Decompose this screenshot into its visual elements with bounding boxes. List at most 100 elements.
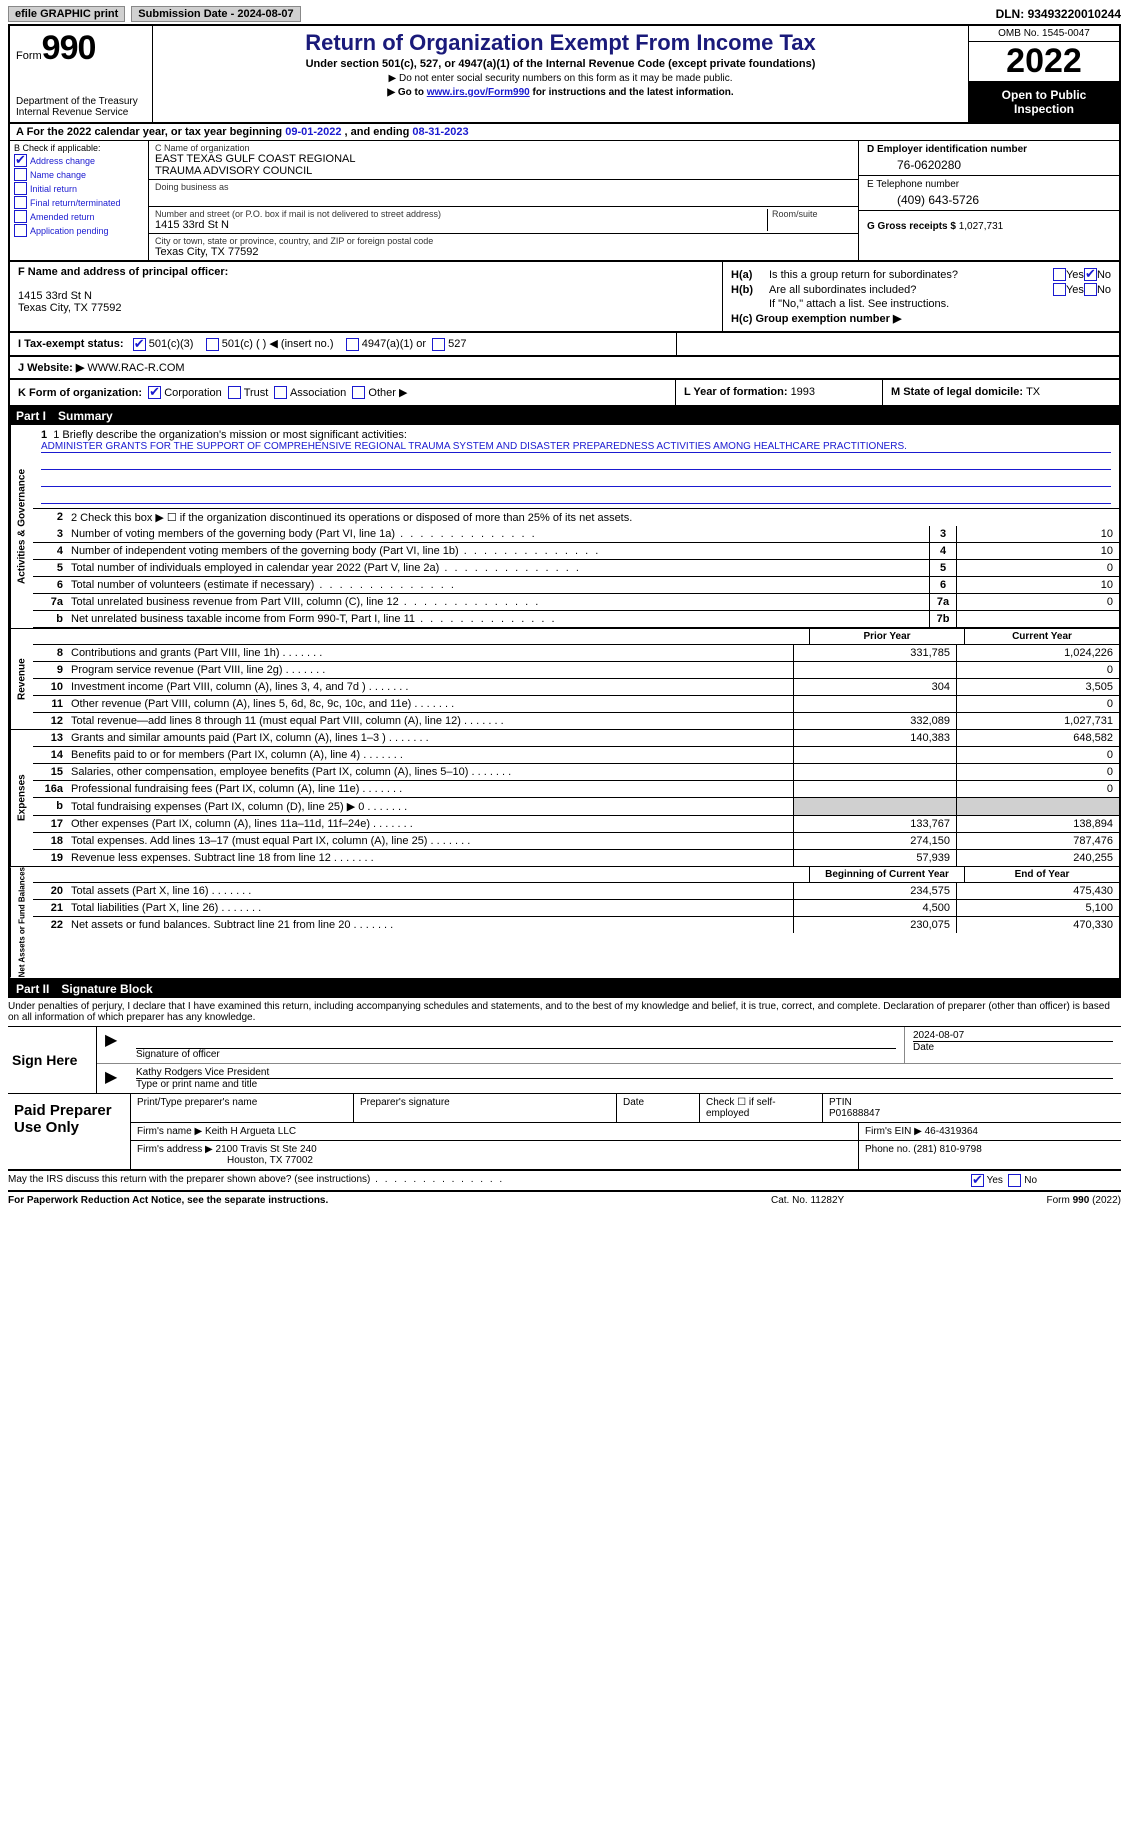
chk-501c3[interactable]	[133, 338, 146, 351]
part1-title: Part I	[16, 409, 58, 423]
chk-association[interactable]	[274, 386, 287, 399]
firm-name-label: Firm's name ▶	[137, 1126, 205, 1137]
col-h-group: H(a)Is this a group return for subordina…	[723, 262, 1119, 331]
arrow-icon: ▶	[105, 1069, 117, 1086]
summary-row: 17Other expenses (Part IX, column (A), l…	[33, 816, 1119, 833]
part1-body: Activities & Governance 1 1 Briefly desc…	[8, 425, 1121, 979]
paperwork-notice: For Paperwork Reduction Act Notice, see …	[8, 1195, 771, 1206]
chk-final-return[interactable]: Final return/terminated	[14, 196, 144, 209]
sign-here-block: Sign Here ▶ Signature of officer 2024-08…	[8, 1027, 1121, 1094]
irs-link[interactable]: www.irs.gov/Form990	[427, 87, 530, 98]
part1-header: Part I Summary	[8, 407, 1121, 425]
form-number: 990	[42, 29, 96, 67]
summary-row: 7aTotal unrelated business revenue from …	[33, 594, 1119, 611]
col-b-title: B Check if applicable:	[14, 143, 144, 153]
website-label: J Website: ▶	[18, 362, 87, 374]
firm-name: Keith H Argueta LLC	[205, 1126, 296, 1137]
line1-mission: 1 1 Briefly describe the organization's …	[33, 425, 1119, 509]
prep-date-label: Date	[617, 1094, 700, 1122]
row-i-tax-status: I Tax-exempt status: 501(c)(3) 501(c) ( …	[8, 333, 1121, 357]
checkbox-icon	[14, 168, 27, 181]
firm-addr-label: Firm's address ▶	[137, 1144, 216, 1155]
name-label: Type or print name and title	[136, 1078, 1113, 1090]
firm-phone: (281) 810-9798	[913, 1144, 981, 1155]
row-fh: F Name and address of principal officer:…	[8, 262, 1121, 333]
prior-year-hdr: Prior Year	[809, 629, 964, 644]
chk-501c[interactable]	[206, 338, 219, 351]
chk-trust[interactable]	[228, 386, 241, 399]
chk-corporation[interactable]	[148, 386, 161, 399]
phone-value: (409) 643-5726	[867, 190, 1111, 207]
discuss-yes[interactable]	[971, 1174, 984, 1187]
col-b-checkboxes: B Check if applicable: Address change Na…	[10, 141, 149, 260]
efile-graphic-button[interactable]: efile GRAPHIC print	[8, 6, 125, 22]
checkbox-icon	[14, 210, 27, 223]
org-city: Texas City, TX 77592	[155, 246, 852, 258]
checkbox-icon	[14, 182, 27, 195]
chk-application-pending[interactable]: Application pending	[14, 224, 144, 237]
summary-row: 18Total expenses. Add lines 13–17 (must …	[33, 833, 1119, 850]
summary-row: 14Benefits paid to or for members (Part …	[33, 747, 1119, 764]
chk-4947[interactable]	[346, 338, 359, 351]
vtab-net-assets: Net Assets or Fund Balances	[10, 867, 33, 977]
chk-amended-return[interactable]: Amended return	[14, 210, 144, 223]
form-word: Form	[16, 50, 42, 62]
gross-label: G Gross receipts $	[867, 221, 959, 232]
chk-initial-return[interactable]: Initial return	[14, 182, 144, 195]
summary-row: 6Total number of volunteers (estimate if…	[33, 577, 1119, 594]
summary-row: 16aProfessional fundraising fees (Part I…	[33, 781, 1119, 798]
chk-527[interactable]	[432, 338, 445, 351]
form-org-label: K Form of organization:	[18, 387, 142, 399]
phone-label: E Telephone number	[867, 179, 1111, 190]
hb-yes[interactable]	[1053, 283, 1066, 296]
row-j-website: J Website: ▶ WWW.RAC-R.COM	[8, 357, 1121, 380]
vtab-governance: Activities & Governance	[10, 425, 33, 628]
vtab-expenses: Expenses	[10, 730, 33, 866]
discuss-label: May the IRS discuss this return with the…	[8, 1174, 370, 1185]
discuss-no[interactable]	[1008, 1174, 1021, 1187]
omb-number: OMB No. 1545-0047	[969, 26, 1119, 42]
part2-header: Part II Signature Block	[8, 980, 1121, 998]
checkbox-icon	[14, 196, 27, 209]
part2-heading: Signature Block	[61, 982, 152, 996]
summary-row: 3Number of voting members of the governi…	[33, 526, 1119, 543]
sig-date: 2024-08-07	[913, 1030, 1113, 1041]
city-label: City or town, state or province, country…	[155, 236, 852, 246]
part2-title: Part II	[16, 982, 61, 996]
dln-label: DLN: 93493220010244	[996, 7, 1121, 21]
officer-name-title: Kathy Rodgers Vice President	[136, 1067, 1113, 1078]
officer-addr2: Texas City, TX 77592	[18, 302, 714, 314]
signature-intro: Under penalties of perjury, I declare th…	[8, 998, 1121, 1027]
org-name-label: C Name of organization	[155, 143, 852, 153]
col-l-year: L Year of formation: 1993	[676, 380, 883, 406]
end-year-hdr: End of Year	[964, 867, 1119, 882]
chk-other[interactable]	[352, 386, 365, 399]
summary-row: 12Total revenue—add lines 8 through 11 (…	[33, 713, 1119, 729]
form-subtitle: Under section 501(c), 527, or 4947(a)(1)…	[161, 58, 960, 70]
ha-no[interactable]	[1084, 268, 1097, 281]
row-a: A For the 2022 calendar year, or tax yea…	[8, 124, 1121, 141]
ha-yes[interactable]	[1053, 268, 1066, 281]
tax-year: 2022	[969, 42, 1119, 82]
firm-ein-label: Firm's EIN ▶	[865, 1126, 925, 1137]
mission-label: 1 Briefly describe the organization's mi…	[53, 429, 407, 441]
checkbox-icon	[14, 154, 27, 167]
summary-row: 11Other revenue (Part VIII, column (A), …	[33, 696, 1119, 713]
dba-label: Doing business as	[155, 182, 852, 192]
paid-preparer-label: Paid Preparer Use Only	[8, 1094, 131, 1169]
chk-name-change[interactable]: Name change	[14, 168, 144, 181]
col-k-form-org: K Form of organization: Corporation Trus…	[10, 380, 676, 406]
summary-row: 5Total number of individuals employed in…	[33, 560, 1119, 577]
form-title: Return of Organization Exempt From Incom…	[161, 30, 960, 56]
sign-here-label: Sign Here	[8, 1027, 97, 1093]
summary-row: 10Investment income (Part VIII, column (…	[33, 679, 1119, 696]
hb-no[interactable]	[1084, 283, 1097, 296]
form-header-left: Form990 Department of the Treasury Inter…	[10, 26, 153, 122]
firm-phone-label: Phone no.	[865, 1144, 913, 1155]
vtab-revenue: Revenue	[10, 629, 33, 729]
summary-row: bNet unrelated business taxable income f…	[33, 611, 1119, 628]
prep-sig-label: Preparer's signature	[354, 1094, 617, 1122]
submission-date-button[interactable]: Submission Date - 2024-08-07	[131, 6, 300, 22]
chk-address-change[interactable]: Address change	[14, 154, 144, 167]
date-label: Date	[913, 1041, 1113, 1053]
